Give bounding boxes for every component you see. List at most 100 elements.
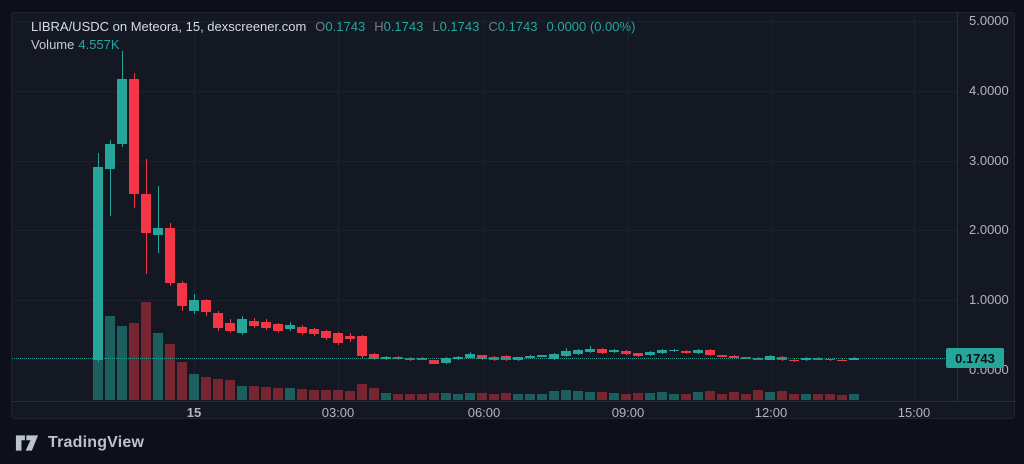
volume-bar	[117, 326, 127, 400]
volume-bar	[549, 391, 559, 400]
candle-body	[129, 78, 139, 195]
open-value: 0.1743	[325, 19, 366, 34]
candle-body	[837, 359, 847, 362]
volume-bar	[633, 393, 643, 400]
volume-bar	[609, 393, 619, 400]
volume-bar	[657, 392, 667, 400]
volume-bar	[273, 388, 283, 400]
legend-line-2: Volume 4.557K	[31, 36, 635, 54]
candle-body	[681, 351, 691, 354]
high-value: 0.1743	[383, 19, 424, 34]
candle-body	[729, 356, 739, 358]
horizontal-gridline	[12, 161, 957, 162]
candle-body	[669, 349, 679, 352]
volume-bar	[285, 388, 295, 400]
volume-bar	[213, 379, 223, 400]
volume-bar	[597, 392, 607, 400]
volume-bar	[501, 393, 511, 400]
vertical-gridline	[628, 13, 629, 401]
low-value: 0.1743	[439, 19, 480, 34]
vertical-gridline	[194, 13, 195, 401]
tradingview-brand-text: TradingView	[48, 434, 145, 451]
candle-body	[429, 360, 439, 364]
price-axis-label: 3.0000	[969, 153, 1009, 168]
candle-body	[309, 328, 319, 334]
volume-bar	[717, 394, 727, 400]
volume-bar	[477, 393, 487, 400]
volume-bar	[261, 387, 271, 400]
volume-bar	[621, 394, 631, 400]
candle-body	[801, 358, 811, 361]
volume-bar	[693, 392, 703, 400]
candle-body	[621, 351, 631, 354]
candle-body	[561, 351, 571, 357]
volume-bar	[837, 395, 847, 400]
horizontal-gridline	[12, 230, 957, 231]
time-axis-label: 15:00	[897, 405, 931, 420]
candle-body	[321, 330, 331, 338]
candle-body	[225, 323, 235, 331]
time-axis-label: 09:00	[611, 405, 645, 420]
candle-body	[789, 359, 799, 362]
volume-bar	[537, 394, 547, 400]
volume-bar	[333, 390, 343, 400]
time-axis-label: 03:00	[321, 405, 355, 420]
candle-body	[105, 143, 115, 169]
candle-body	[573, 349, 583, 354]
volume-bar	[153, 333, 163, 400]
legend-line-1: LIBRA/USDC on Meteora, 15, dexscreener.c…	[31, 18, 635, 36]
candle-body	[597, 349, 607, 354]
close-label: C	[488, 19, 498, 34]
candle-body	[609, 349, 619, 352]
candle-body	[465, 353, 475, 359]
price-axis[interactable]: 5.0000 4.0000 3.0000 2.0000 1.0000 0.0000 0.17…	[946, 13, 1015, 401]
volume-bar	[345, 391, 355, 400]
candle-body	[441, 358, 451, 363]
volume-bar	[753, 390, 763, 400]
volume-bar	[357, 384, 367, 400]
volume-bar	[813, 394, 823, 400]
price-chart-pane[interactable]: LIBRA/USDC on Meteora, 15, dexscreener.c…	[12, 13, 957, 401]
volume-bar	[525, 394, 535, 400]
candle-body	[189, 300, 199, 311]
vertical-gridline	[771, 13, 772, 401]
volume-bar	[777, 391, 787, 400]
volume-bar	[825, 394, 835, 400]
candle-body	[693, 349, 703, 354]
symbol-title: LIBRA/USDC on Meteora, 15, dexscreener.c…	[31, 19, 307, 34]
price-axis-label: 2.0000	[969, 222, 1009, 237]
volume-bar	[849, 394, 859, 400]
candle-body	[177, 282, 187, 306]
volume-bar	[165, 344, 175, 400]
candle-body	[273, 323, 283, 331]
chart-legend: LIBRA/USDC on Meteora, 15, dexscreener.c…	[31, 18, 635, 54]
candle-body	[117, 78, 127, 144]
change-value: 0.0000 (0.00%)	[546, 19, 636, 34]
volume-label: Volume	[31, 37, 75, 52]
candle-body	[333, 333, 343, 343]
tradingview-attribution[interactable]: TradingView	[14, 431, 144, 455]
candle-body	[405, 358, 415, 361]
price-axis-label: 4.0000	[969, 83, 1009, 98]
volume-bar	[249, 386, 259, 400]
volume-bar	[189, 374, 199, 400]
time-axis-label: 12:00	[754, 405, 788, 420]
price-axis-label: 1.0000	[969, 292, 1009, 307]
candle-body	[165, 228, 175, 283]
volume-bar	[789, 394, 799, 400]
last-price-line	[12, 358, 957, 359]
candle-body	[381, 356, 391, 359]
candle-body	[261, 321, 271, 329]
volume-bar	[441, 393, 451, 400]
candle-body	[453, 356, 463, 359]
candle-body	[345, 335, 355, 340]
time-axis[interactable]: 15 03:00 06:00 09:00 12:00 15:00	[12, 401, 1016, 420]
volume-bar	[741, 394, 751, 400]
tradingview-logo-icon	[15, 435, 39, 451]
chart-widget: LIBRA/USDC on Meteora, 15, dexscreener.c…	[11, 12, 1016, 420]
candle-body	[357, 335, 367, 357]
candle-body	[285, 325, 295, 329]
candle-body	[393, 356, 403, 359]
candle-body	[717, 355, 727, 357]
volume-bar	[429, 393, 439, 400]
